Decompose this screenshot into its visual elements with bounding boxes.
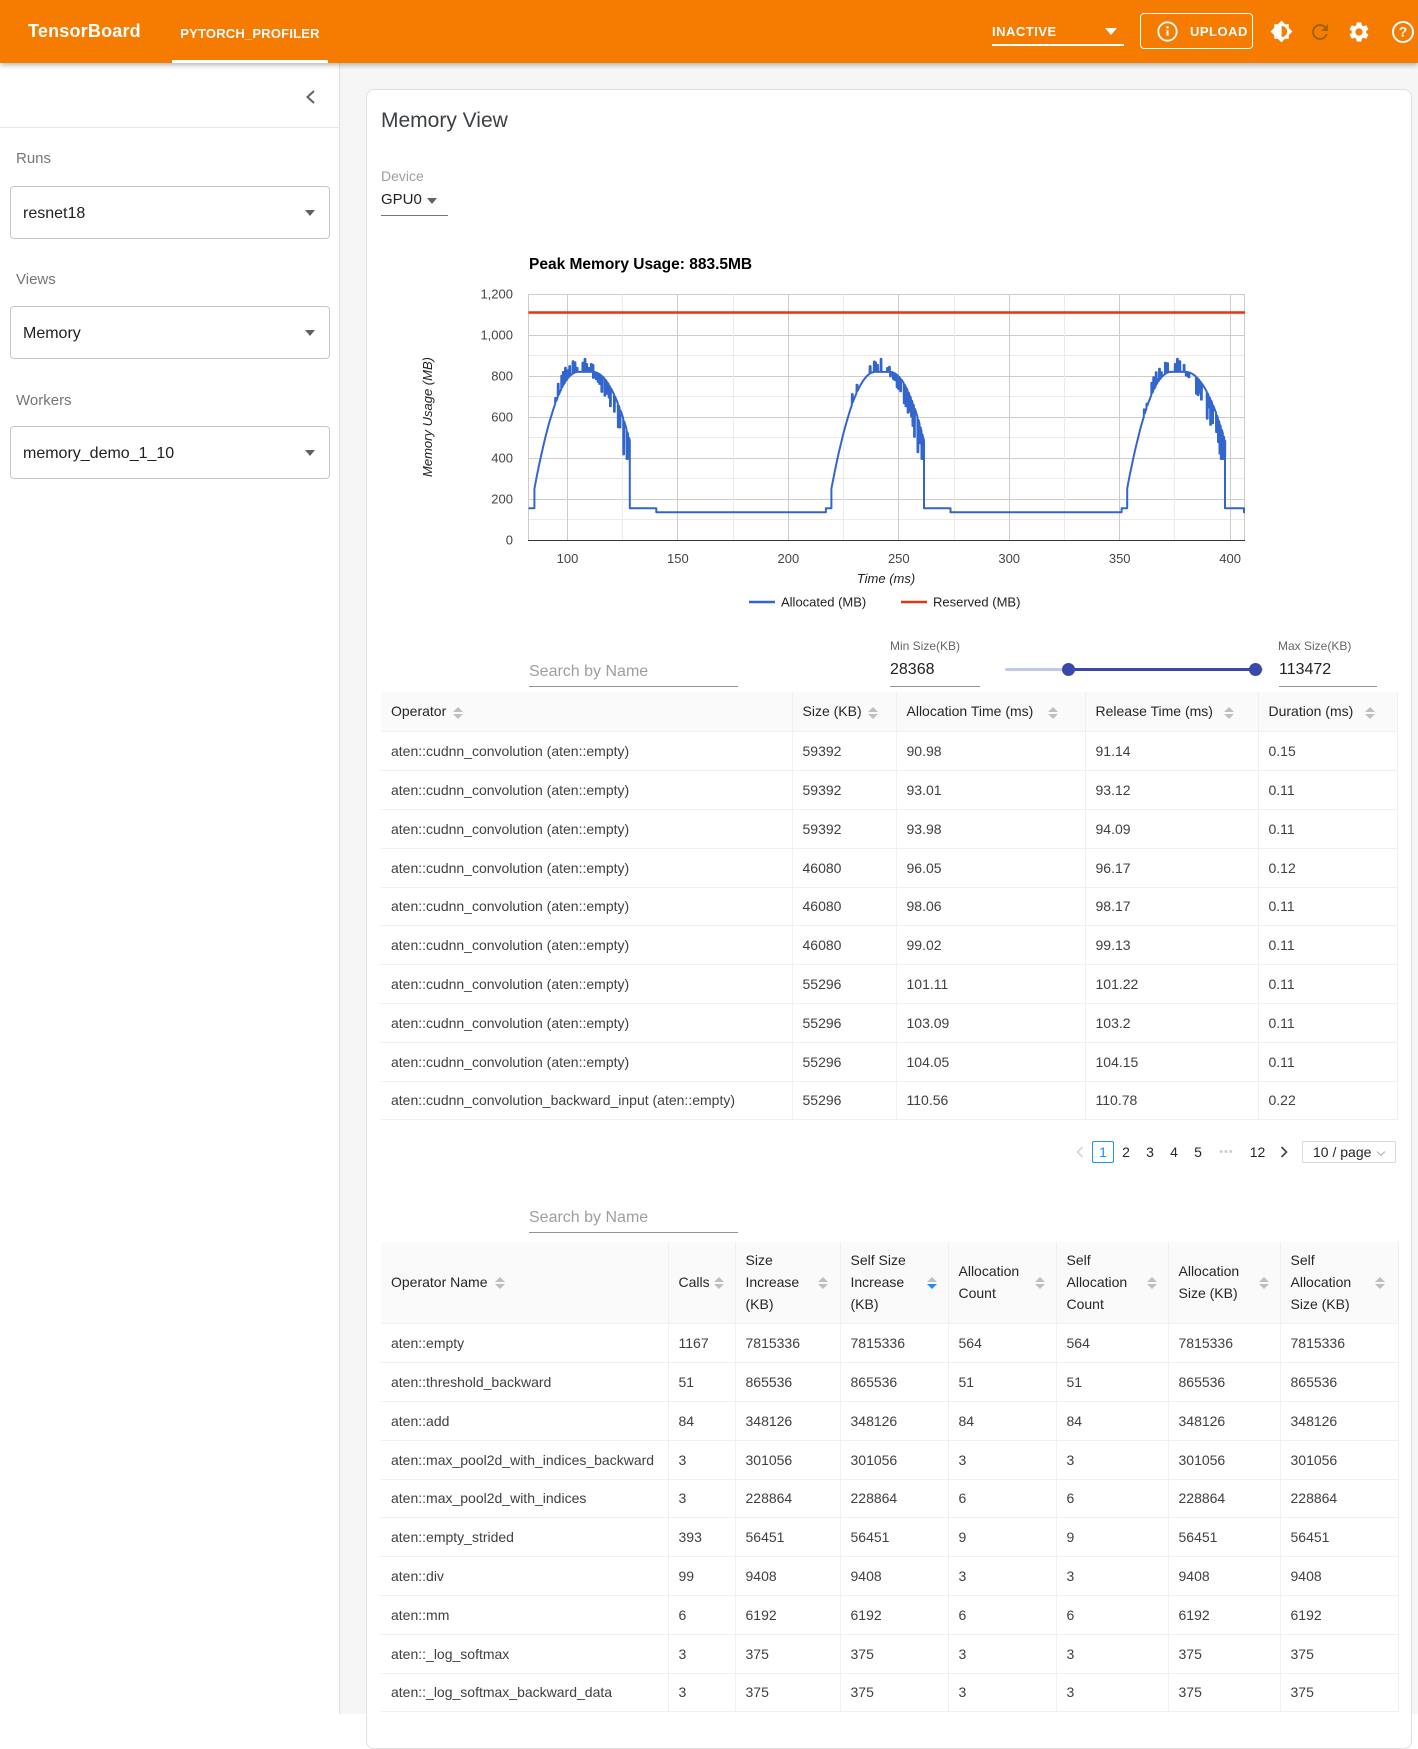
svg-text:0: 0 <box>506 533 513 548</box>
svg-text:Memory Usage (MB): Memory Usage (MB) <box>420 357 435 477</box>
svg-text:400: 400 <box>491 451 513 466</box>
svg-text:200: 200 <box>778 551 800 566</box>
svg-text:600: 600 <box>491 410 513 425</box>
svg-text:200: 200 <box>491 492 513 507</box>
svg-text:Reserved (MB): Reserved (MB) <box>933 595 1020 610</box>
svg-text:Allocated (MB): Allocated (MB) <box>781 595 866 610</box>
svg-text:?: ? <box>1399 23 1408 39</box>
svg-text:Peak Memory Usage: 883.5MB: Peak Memory Usage: 883.5MB <box>529 256 752 273</box>
svg-text:Time (ms): Time (ms) <box>857 571 915 586</box>
svg-text:250: 250 <box>888 551 910 566</box>
svg-text:1,200: 1,200 <box>480 287 513 302</box>
svg-text:800: 800 <box>491 369 513 384</box>
svg-text:400: 400 <box>1219 551 1241 566</box>
svg-text:350: 350 <box>1109 551 1131 566</box>
svg-text:1,000: 1,000 <box>480 328 513 343</box>
svg-text:150: 150 <box>667 551 689 566</box>
svg-text:100: 100 <box>557 551 579 566</box>
svg-text:300: 300 <box>998 551 1020 566</box>
